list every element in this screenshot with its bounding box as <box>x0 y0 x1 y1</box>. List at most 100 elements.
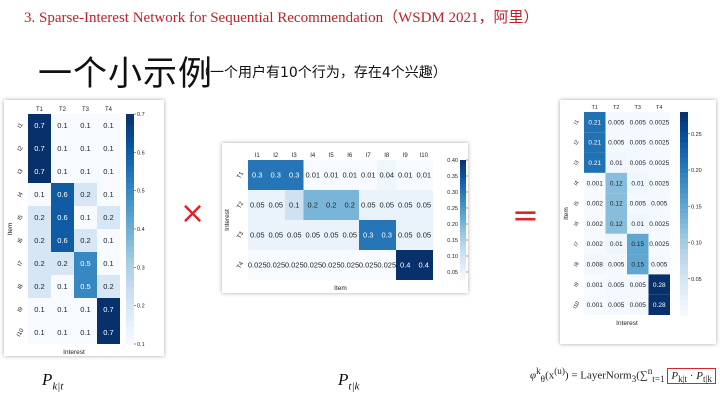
colorbar-segment <box>460 244 466 248</box>
colorbar-segment <box>680 203 688 210</box>
colorbar-tick-label: 0.7 <box>137 112 145 118</box>
heatmap-cell <box>28 183 51 206</box>
heatmap-cell <box>303 160 322 190</box>
cell-value-label: 0.2 <box>103 282 113 291</box>
cell-value-label: 0.005 <box>651 201 668 208</box>
x-tick-label: I5 <box>329 153 335 159</box>
heatmap-cell <box>285 190 304 220</box>
heatmap-cell <box>627 193 649 214</box>
cell-value-label: 0.28 <box>653 302 666 309</box>
cell-value-label: 0.002 <box>587 221 604 228</box>
colorbar-segment <box>680 157 688 164</box>
cell-value-label: 0.6 <box>57 236 67 245</box>
colorbar-segment <box>460 190 466 194</box>
colorbar-segment <box>680 137 688 144</box>
x-tick-label: I10 <box>420 153 429 159</box>
label-p-t-given-k: Pt|k <box>338 370 360 393</box>
y-tick-label: I2 <box>17 145 25 153</box>
colorbar-segment <box>126 280 134 288</box>
colorbar-segment <box>460 223 466 227</box>
cell-value-label: 0.1 <box>34 328 44 337</box>
colorbar-segment <box>680 304 688 311</box>
colorbar-tick-label: 0.25 <box>447 206 458 212</box>
cell-value-label: 0.025 <box>340 261 359 270</box>
equals-sign: = <box>512 196 539 234</box>
colorbar-segment <box>460 277 466 281</box>
page-subheading: （一个用户有10个行为，存在4个兴趣） <box>196 65 447 81</box>
y-tick-label: I5 <box>573 200 580 207</box>
cell-value-label: 0.2 <box>80 236 90 245</box>
colorbar-segment <box>460 178 466 182</box>
colorbar-segment <box>680 147 688 154</box>
colorbar-tick-label: 0.5 <box>137 189 145 195</box>
colorbar-segment <box>460 265 466 269</box>
heatmap-cell <box>97 275 120 298</box>
colorbar-segment <box>126 315 134 322</box>
label-p-k-given-t: Pk|t <box>42 370 64 393</box>
heatmap-cell <box>414 160 433 190</box>
y-tick-label: T1 <box>237 170 246 180</box>
heatmap-cell <box>51 275 74 298</box>
colorbar-segment <box>680 289 688 296</box>
cell-value-label: 0.4 <box>419 261 429 270</box>
colorbar-segment <box>680 254 688 260</box>
cell-value-label: 0.005 <box>608 119 625 126</box>
heatmap-cell <box>28 229 51 252</box>
cell-value-label: 0.1 <box>80 305 90 314</box>
colorbar-segment <box>460 226 466 230</box>
colorbar-segment <box>460 169 466 173</box>
cell-value-label: 0.5 <box>80 282 90 291</box>
heatmap-cell <box>584 294 606 315</box>
heatmap-cell <box>648 193 670 214</box>
x-tick-label: T4 <box>105 107 113 113</box>
colorbar-segment <box>680 299 688 306</box>
colorbar-tick-label: 0.10 <box>447 254 458 260</box>
colorbar-tick-label: 0.3 <box>137 265 145 271</box>
heatmap-cell <box>584 172 606 194</box>
y-axis-label: Item <box>563 207 570 220</box>
x-tick-label: I6 <box>347 153 353 159</box>
cell-value-label: 0.1 <box>80 213 90 222</box>
heatmap-cell <box>584 112 606 133</box>
colorbar-segment <box>126 257 134 265</box>
heatmap-cell <box>584 132 606 153</box>
colorbar-segment <box>126 165 134 173</box>
colorbar-segment <box>126 217 134 224</box>
heatmap-cell <box>648 172 670 194</box>
colorbar-segment <box>126 338 134 345</box>
colorbar-segment <box>680 228 688 235</box>
colorbar-segment <box>680 233 688 240</box>
x-tick-label: T2 <box>613 105 619 111</box>
cell-value-label: 0.005 <box>630 302 647 309</box>
cell-value-label: 0.3 <box>289 171 299 180</box>
colorbar-segment <box>680 188 688 194</box>
heatmap-panel-right: 0.21 0.005 0.005 0.0025 0.21 0.005 0.005 0.0025… <box>560 100 716 344</box>
colorbar-segment <box>460 193 466 197</box>
x-tick-label: I1 <box>255 153 261 159</box>
colorbar-segment <box>680 213 688 220</box>
page-heading: 一个小示例 <box>38 54 213 94</box>
cell-value-label: 0.05 <box>416 201 431 210</box>
heatmap-cell <box>266 190 285 220</box>
colorbar-segment <box>126 321 134 328</box>
cell-value-label: 0.05 <box>268 231 283 240</box>
cell-value-label: 0.1 <box>34 190 44 199</box>
heatmap-cell <box>648 254 670 275</box>
cell-value-label: 0.1 <box>103 259 113 268</box>
heatmap-cell <box>51 229 74 252</box>
colorbar-segment <box>126 211 134 219</box>
heatmap-cell <box>322 220 341 250</box>
cell-value-label: 0.001 <box>587 302 604 309</box>
heatmap-cell <box>97 183 120 206</box>
cell-value-label: 0.1 <box>57 167 67 176</box>
heatmap-cell <box>584 152 606 173</box>
heatmap-cell <box>74 252 97 275</box>
colorbar-segment <box>126 223 134 230</box>
colorbar-segment <box>126 332 134 339</box>
cell-value-label: 0.05 <box>268 201 283 210</box>
cell-value-label: 0.12 <box>610 180 623 187</box>
cell-value-label: 0.2 <box>308 201 318 210</box>
cell-value-label: 0.2 <box>80 190 90 199</box>
heatmap-cell <box>396 190 415 220</box>
